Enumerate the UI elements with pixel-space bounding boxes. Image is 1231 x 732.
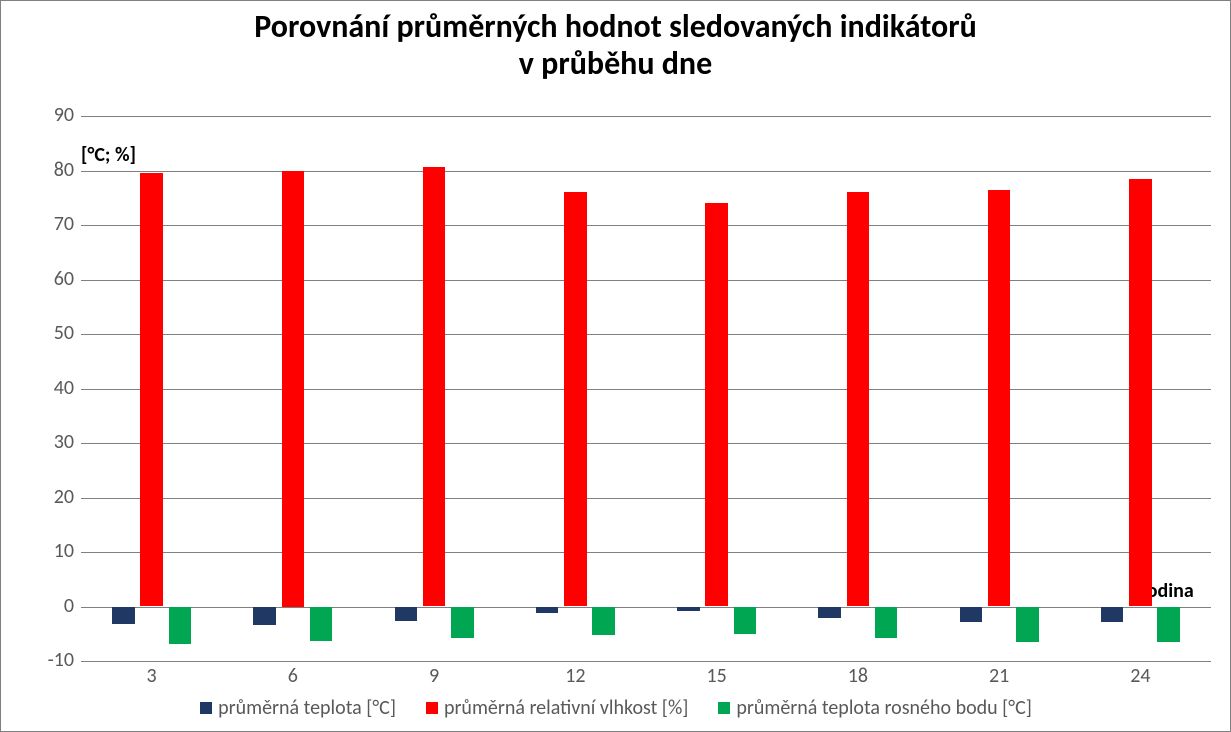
bar: [592, 607, 615, 635]
y-tick-label: 30: [29, 430, 74, 454]
legend-item: průměrná teplota [°C]: [200, 696, 396, 720]
legend-label: průměrná relativní vlhkost [%]: [444, 696, 688, 720]
gridline: [81, 334, 1211, 335]
bar: [960, 607, 983, 622]
y-axis-unit-label: [°C; %]: [81, 143, 136, 167]
bar: [282, 171, 305, 607]
x-tick-label: 3: [127, 664, 177, 688]
bar: [705, 203, 728, 606]
x-tick-label: 21: [974, 664, 1024, 688]
y-tick-label: 90: [29, 103, 74, 127]
bar: [988, 190, 1011, 607]
y-tick-label: 10: [29, 539, 74, 563]
bar: [169, 607, 192, 644]
bar: [677, 607, 700, 611]
bar: [536, 607, 559, 614]
x-tick-label: 24: [1115, 664, 1165, 688]
legend: průměrná teplota [°C] průměrná relativní …: [16, 691, 1216, 725]
legend-swatch: [718, 702, 730, 714]
x-tick-label: 6: [268, 664, 318, 688]
bar: [395, 607, 418, 621]
legend-item: průměrná teplota rosného bodu [°C]: [718, 696, 1032, 720]
y-tick-label: 40: [29, 376, 74, 400]
legend-swatch: [426, 702, 438, 714]
x-tick-label: 15: [692, 664, 742, 688]
y-tick-label: 50: [29, 321, 74, 345]
y-tick-label: 60: [29, 267, 74, 291]
bar: [423, 167, 446, 607]
legend-item: průměrná relativní vlhkost [%]: [426, 696, 688, 720]
x-tick-label: 18: [833, 664, 883, 688]
gridline: [81, 280, 1211, 281]
bar: [1016, 607, 1039, 643]
bar: [734, 607, 757, 634]
bar: [310, 607, 333, 642]
y-tick-label: 20: [29, 485, 74, 509]
plot-area: [°C; %] hodina -100102030405060708090369…: [81, 116, 1211, 661]
legend-label: průměrná teplota rosného bodu [°C]: [736, 696, 1032, 720]
gridline: [81, 443, 1211, 444]
chart-title: Porovnání průměrných hodnot sledovaných …: [1, 1, 1230, 83]
y-tick-label: 0: [29, 594, 74, 618]
bar: [112, 607, 135, 624]
bar: [847, 192, 870, 606]
x-tick-label: 12: [550, 664, 600, 688]
bar: [1157, 607, 1180, 642]
chart-title-line1: Porovnání průměrných hodnot sledovaných …: [1, 9, 1230, 46]
bar: [140, 173, 163, 606]
gridline: [81, 661, 1211, 662]
bar: [875, 607, 898, 639]
gridline: [81, 389, 1211, 390]
y-tick-label: 80: [29, 158, 74, 182]
gridline: [81, 171, 1211, 172]
y-tick-label: -10: [29, 648, 74, 672]
chart-container: Porovnání průměrných hodnot sledovaných …: [0, 0, 1231, 732]
gridline: [81, 498, 1211, 499]
legend-label: průměrná teplota [°C]: [218, 696, 396, 720]
bar: [1129, 179, 1152, 607]
bar: [451, 607, 474, 639]
legend-swatch: [200, 702, 212, 714]
bar: [1101, 607, 1124, 623]
y-tick-label: 70: [29, 212, 74, 236]
gridline: [81, 552, 1211, 553]
gridline: [81, 225, 1211, 226]
bar: [818, 607, 841, 618]
gridline: [81, 607, 1211, 608]
bar: [564, 192, 587, 606]
gridline: [81, 116, 1211, 117]
bar: [253, 607, 276, 626]
x-tick-label: 9: [409, 664, 459, 688]
chart-title-line2: v průběhu dne: [1, 46, 1230, 83]
